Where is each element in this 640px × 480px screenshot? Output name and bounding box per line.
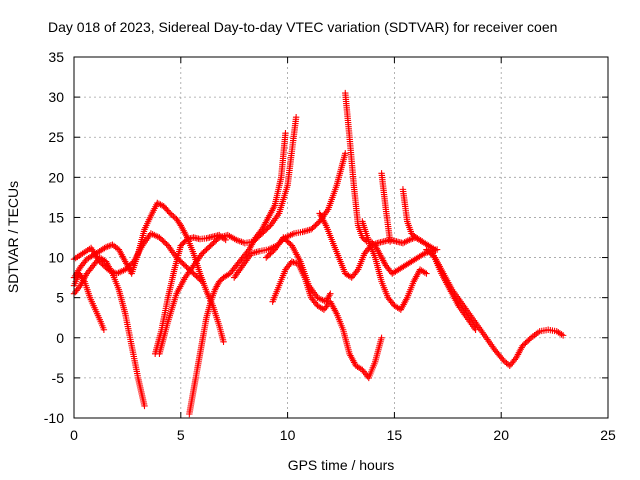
series-arc-15 [378, 170, 394, 245]
data-point [220, 338, 227, 345]
data-point [386, 238, 394, 245]
x-axis-title: GPS time / hours [288, 457, 395, 473]
data-point [100, 326, 108, 333]
x-tick-label: 0 [70, 427, 78, 443]
y-tick-label: 30 [48, 89, 64, 105]
data-point [418, 238, 426, 245]
series-arc-18 [429, 250, 479, 333]
data-point [431, 246, 439, 253]
series-arc-16 [399, 186, 426, 245]
series-arc-17 [423, 246, 567, 370]
y-tick-label: 10 [48, 250, 64, 266]
data-point [472, 326, 479, 333]
data-point [292, 113, 300, 121]
data-point [327, 290, 334, 297]
series-arc-7 [156, 113, 300, 358]
plot-frame [73, 56, 609, 419]
data-point [501, 358, 509, 365]
y-tick-label: 25 [48, 129, 64, 145]
x-tick-label: 15 [387, 427, 403, 443]
x-tick-label: 10 [280, 427, 296, 443]
series-arc-14 [359, 218, 430, 313]
y-tick-label: -10 [44, 410, 64, 426]
data-point [503, 359, 510, 367]
data-point [378, 334, 385, 341]
series-arc-8 [186, 130, 289, 418]
series-arc-11 [263, 234, 334, 305]
data-point [282, 130, 289, 137]
chart-title: Day 018 of 2023, Sidereal Day-to-day VTE… [48, 19, 557, 35]
series-arc-12 [342, 89, 441, 277]
data-point [170, 213, 177, 220]
plot-area [70, 89, 567, 418]
y-tick-label: 0 [56, 330, 64, 346]
data-point [198, 278, 206, 285]
x-tick-label: 20 [493, 427, 509, 443]
data-point [141, 402, 148, 410]
data-point [197, 277, 204, 284]
y-tick-label: 5 [56, 290, 64, 306]
y-tick-label: 20 [48, 169, 64, 185]
data-point [165, 208, 173, 216]
series-arc-13 [316, 210, 439, 281]
series-arc-10 [269, 258, 385, 382]
series-arc-5 [70, 270, 108, 333]
data-point [423, 270, 430, 277]
y-axis-title: SDTVAR / TECUs [5, 181, 21, 293]
y-tick-label: -5 [52, 370, 65, 386]
x-tick-label: 25 [600, 427, 616, 443]
data-point [342, 150, 349, 157]
data-point [498, 355, 506, 362]
y-tick-label: 15 [48, 209, 64, 225]
x-tick-label: 5 [177, 427, 185, 443]
tick-labels: 0 5 10 15 20 25 -10 -5 0 5 10 15 20 25 30 35 [44, 49, 616, 443]
y-tick-label: 35 [48, 49, 64, 65]
data-point [559, 332, 567, 339]
data-point [291, 259, 299, 266]
